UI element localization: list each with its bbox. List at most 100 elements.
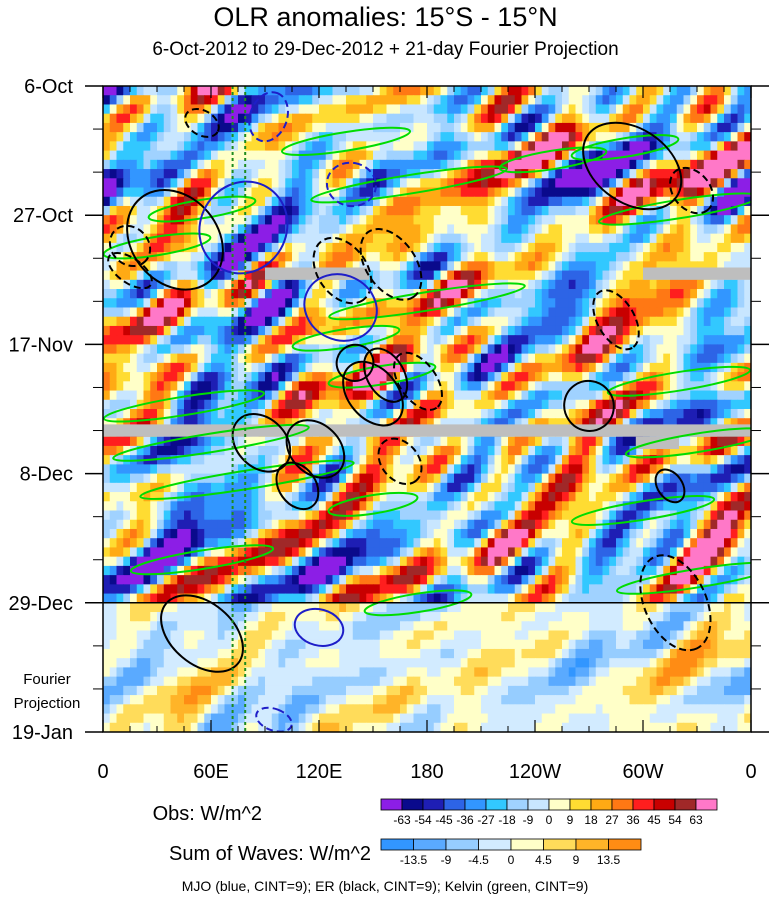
- anomaly-cell: [541, 95, 550, 106]
- anomaly-cell: [136, 547, 145, 558]
- anomaly-cell: [636, 409, 644, 419]
- anomaly-cell: [373, 436, 381, 447]
- anomaly-cell: [406, 270, 415, 281]
- anomaly-cell: [325, 122, 334, 133]
- anomaly-cell: [710, 390, 718, 401]
- anomaly-cell: [690, 122, 698, 133]
- anomaly-cell: [562, 556, 570, 567]
- anomaly-cell: [157, 205, 165, 216]
- anomaly-cell: [211, 409, 219, 419]
- anomaly-cell: [629, 196, 637, 207]
- anomaly-cell: [251, 381, 259, 392]
- anomaly-cell: [595, 205, 604, 216]
- anomaly-cell: [427, 150, 435, 161]
- anomaly-cell: [224, 528, 232, 539]
- anomaly-cell: [123, 298, 131, 309]
- anomaly-cell: [589, 538, 597, 549]
- anomaly-cell: [157, 492, 165, 502]
- anomaly-cell: [744, 381, 751, 392]
- anomaly-cell: [366, 104, 374, 115]
- anomaly-cell: [595, 113, 604, 124]
- anomaly-cell: [130, 270, 138, 281]
- anomaly-cell: [217, 492, 226, 502]
- anomaly-cell: [163, 187, 172, 198]
- anomaly-cell: [622, 178, 631, 189]
- anomaly-cell: [433, 344, 442, 355]
- anomaly-cell: [224, 519, 232, 530]
- anomaly-cell: [278, 556, 286, 567]
- anomaly-cell: [683, 372, 691, 382]
- anomaly-cell: [298, 224, 307, 235]
- anomaly-cell: [238, 409, 246, 419]
- anomaly-cell: [319, 150, 327, 161]
- anomaly-cell: [217, 325, 226, 336]
- anomaly-cell: [582, 335, 590, 345]
- anomaly-cell: [163, 169, 172, 179]
- anomaly-cell: [103, 95, 111, 106]
- anomaly-cell: [535, 538, 543, 549]
- anomaly-cell: [575, 178, 583, 189]
- anomaly-cell: [292, 455, 300, 465]
- anomaly-cell: [467, 353, 475, 364]
- anomaly-cell: [440, 224, 448, 235]
- anomaly-cell: [413, 122, 421, 133]
- anomaly-cell: [730, 205, 739, 216]
- anomaly-cell: [433, 252, 442, 262]
- anomaly-cell: [406, 335, 415, 345]
- anomaly-cell: [204, 113, 212, 124]
- anomaly-cell: [555, 316, 563, 327]
- anomaly-cell: [238, 482, 246, 493]
- anomaly-cell: [487, 464, 496, 475]
- anomaly-cell: [717, 492, 725, 502]
- anomaly-cell: [150, 307, 158, 318]
- anomaly-cell: [231, 556, 239, 567]
- anomaly-cell: [710, 492, 718, 502]
- anomaly-cell: [285, 196, 293, 207]
- anomaly-cell: [508, 187, 516, 198]
- anomaly-cell: [312, 224, 320, 235]
- anomaly-cell: [690, 399, 698, 410]
- anomaly-cell: [150, 279, 158, 290]
- anomaly-cell: [366, 316, 374, 327]
- anomaly-cell: [143, 538, 151, 549]
- anomaly-cell: [514, 122, 523, 133]
- anomaly-cell: [325, 316, 334, 327]
- anomaly-cell: [150, 482, 158, 493]
- anomaly-cell: [690, 261, 698, 272]
- anomaly-cell: [379, 473, 388, 484]
- anomaly-cell: [413, 159, 421, 170]
- anomaly-cell: [224, 113, 232, 124]
- anomaly-cell: [413, 344, 421, 355]
- anomaly-cell: [231, 445, 239, 456]
- anomaly-cell: [292, 215, 300, 226]
- anomaly-cell: [649, 215, 658, 226]
- anomaly-cell: [130, 159, 138, 170]
- anomaly-cell: [197, 464, 205, 475]
- anomaly-cell: [454, 501, 462, 512]
- anomaly-cell: [602, 159, 610, 170]
- anomaly-cell: [406, 409, 415, 419]
- anomaly-cell: [352, 169, 361, 179]
- anomaly-cell: [332, 95, 340, 106]
- anomaly-cell: [521, 242, 529, 253]
- anomaly-cell: [366, 242, 374, 253]
- anomaly-cell: [319, 538, 327, 549]
- anomaly-cell: [251, 556, 259, 567]
- anomaly-cell: [420, 289, 428, 299]
- anomaly-cell: [427, 445, 435, 456]
- anomaly-cell: [616, 436, 624, 447]
- anomaly-cell: [474, 252, 482, 262]
- anomaly-cell: [508, 390, 516, 401]
- anomaly-cell: [265, 445, 273, 456]
- anomaly-cell: [683, 233, 691, 244]
- anomaly-cell: [305, 344, 313, 355]
- anomaly-cell: [541, 510, 550, 521]
- anomaly-cell: [690, 455, 698, 465]
- anomaly-cell: [244, 445, 253, 456]
- anomaly-cell: [224, 224, 232, 235]
- anomaly-cell: [109, 565, 118, 576]
- anomaly-cell: [582, 178, 590, 189]
- anomaly-cell: [541, 86, 550, 96]
- anomaly-cell: [521, 547, 529, 558]
- anomaly-cell: [400, 224, 408, 235]
